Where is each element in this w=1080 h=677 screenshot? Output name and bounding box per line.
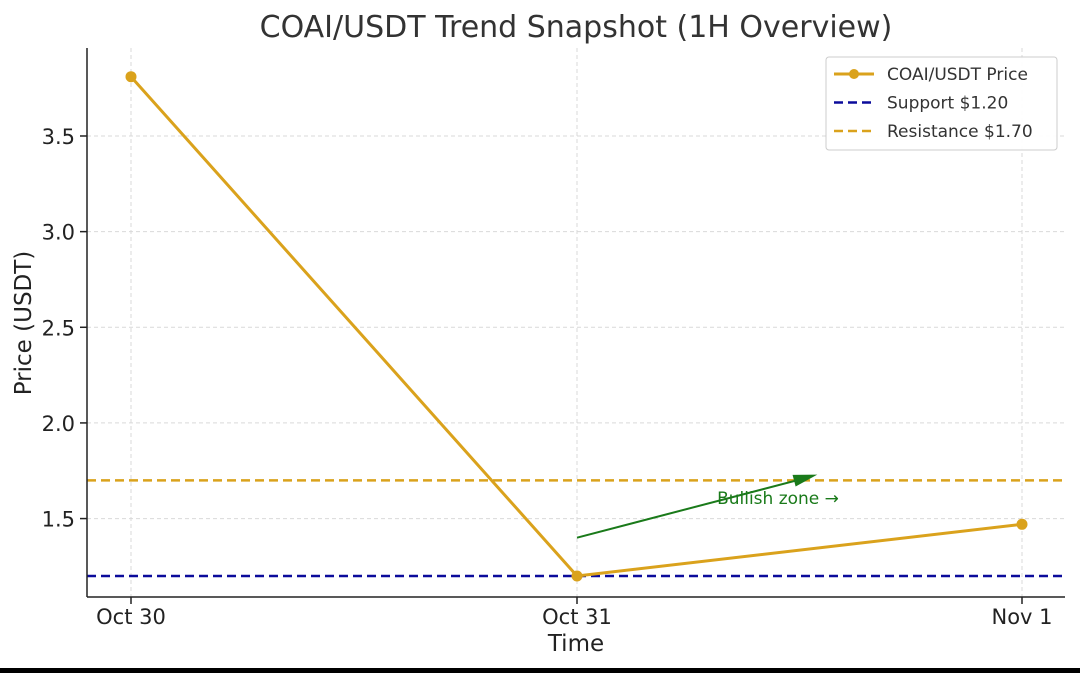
y-axis-label: Price (USDT): [11, 251, 37, 396]
price-point: [1016, 518, 1028, 530]
legend-box: [825, 56, 1058, 151]
bullish-arrow-head: [792, 474, 818, 487]
legend: COAI/USDT Price Support $1.20 Resistance $…: [825, 56, 1058, 151]
y-tick-label: 2.5: [42, 316, 75, 340]
y-tick-label: 2.0: [42, 412, 75, 436]
legend-marker: [849, 69, 859, 79]
price-point: [571, 570, 583, 582]
x-tick-label: Nov 1: [991, 605, 1052, 629]
annotation-label: Bullish zone →: [717, 489, 839, 509]
chart-title: COAI/USDT Trend Snapshot (1H Overview): [260, 10, 893, 45]
y-tick-label: 3.0: [42, 221, 75, 245]
y-tick-label: 3.5: [42, 125, 75, 149]
legend-label: COAI/USDT Price: [887, 65, 1028, 85]
price-point: [125, 71, 137, 83]
x-axis-label: Time: [547, 631, 604, 657]
annotation: Bullish zone →: [576, 474, 839, 539]
bottom-border: [0, 668, 1080, 673]
legend-label: Resistance $1.70: [887, 122, 1033, 142]
bullish-arrow: [576, 475, 812, 539]
x-tick-label: Oct 30: [96, 605, 166, 629]
price-series: [125, 71, 1028, 582]
legend-label: Support $1.20: [887, 94, 1008, 114]
axes: 1.5 2.0 2.5 3.0 3.5 Oct 30 Oct 31 Nov 1: [42, 48, 1065, 629]
reference-lines: [87, 479, 1065, 578]
y-tick-label: 1.5: [42, 508, 75, 532]
x-tick-label: Oct 31: [542, 605, 612, 629]
price-line: [129, 75, 1023, 578]
